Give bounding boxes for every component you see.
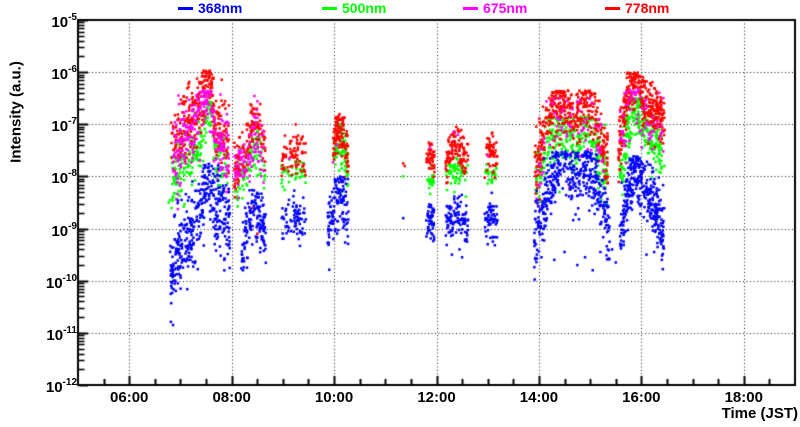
y-tick-label-10e-8: 10-8 xyxy=(51,168,77,188)
y-tick-label-10e-6: 10-6 xyxy=(51,64,77,84)
x-tick-label-18:00: 18:00 xyxy=(724,389,763,406)
y-tick-label-10e-7: 10-7 xyxy=(51,116,77,136)
y-tick-label-10e-11: 10-11 xyxy=(46,324,77,344)
legend-label-675nm: 675nm xyxy=(483,0,528,16)
x-tick-label-06:00: 06:00 xyxy=(110,389,149,406)
legend-item-778nm: 778nm xyxy=(605,1,669,16)
x-tick-label-08:00: 08:00 xyxy=(212,389,251,406)
legend-marker-778nm xyxy=(605,7,620,10)
legend-label-778nm: 778nm xyxy=(625,0,670,16)
legend-marker-675nm xyxy=(463,7,478,10)
x-tick-label-16:00: 16:00 xyxy=(622,389,661,406)
legend-item-500nm: 500nm xyxy=(322,1,386,16)
x-axis-title: Time (JST) xyxy=(721,405,798,422)
x-tick-label-10:00: 10:00 xyxy=(314,389,354,406)
y-axis-title: Intensity (a.u.) xyxy=(7,61,25,163)
legend-label-368nm: 368nm xyxy=(198,0,243,16)
x-tick-label-12:00: 12:00 xyxy=(417,389,456,406)
legend-item-675nm: 675nm xyxy=(463,1,527,16)
legend-label-500nm: 500nm xyxy=(342,0,387,16)
legend-item-368nm: 368nm xyxy=(178,1,242,16)
y-tick-label-10e-10: 10-10 xyxy=(45,272,77,292)
legend-marker-368nm xyxy=(178,7,193,10)
y-tick-label-10e-9: 10-9 xyxy=(51,220,77,240)
y-tick-label-10e-12: 10-12 xyxy=(45,377,77,396)
y-tick-label-10e-5: 10-5 xyxy=(51,12,77,31)
x-tick-label-14:00: 14:00 xyxy=(519,389,559,406)
legend-marker-500nm xyxy=(322,7,337,10)
